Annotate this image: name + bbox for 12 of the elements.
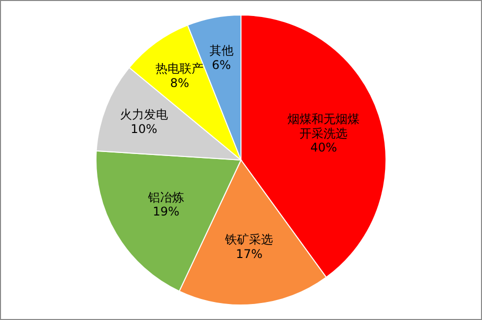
- data-label: 19%: [152, 204, 180, 219]
- data-label: 10%: [130, 122, 158, 136]
- slice-label: 铁矿采选: [224, 232, 274, 247]
- slice-label: 铝冶炼: [147, 190, 184, 204]
- data-label: 6%: [212, 58, 231, 72]
- slice-label: 其他: [209, 43, 234, 58]
- data-label: 17%: [236, 247, 263, 262]
- slice-label: 热电联产: [156, 62, 204, 76]
- slice-label: 火力发电: [120, 108, 168, 122]
- data-label: 40%: [310, 140, 338, 155]
- slice-label: 烟煤和无烟煤开采洗选: [288, 112, 360, 140]
- data-label: 8%: [170, 76, 190, 90]
